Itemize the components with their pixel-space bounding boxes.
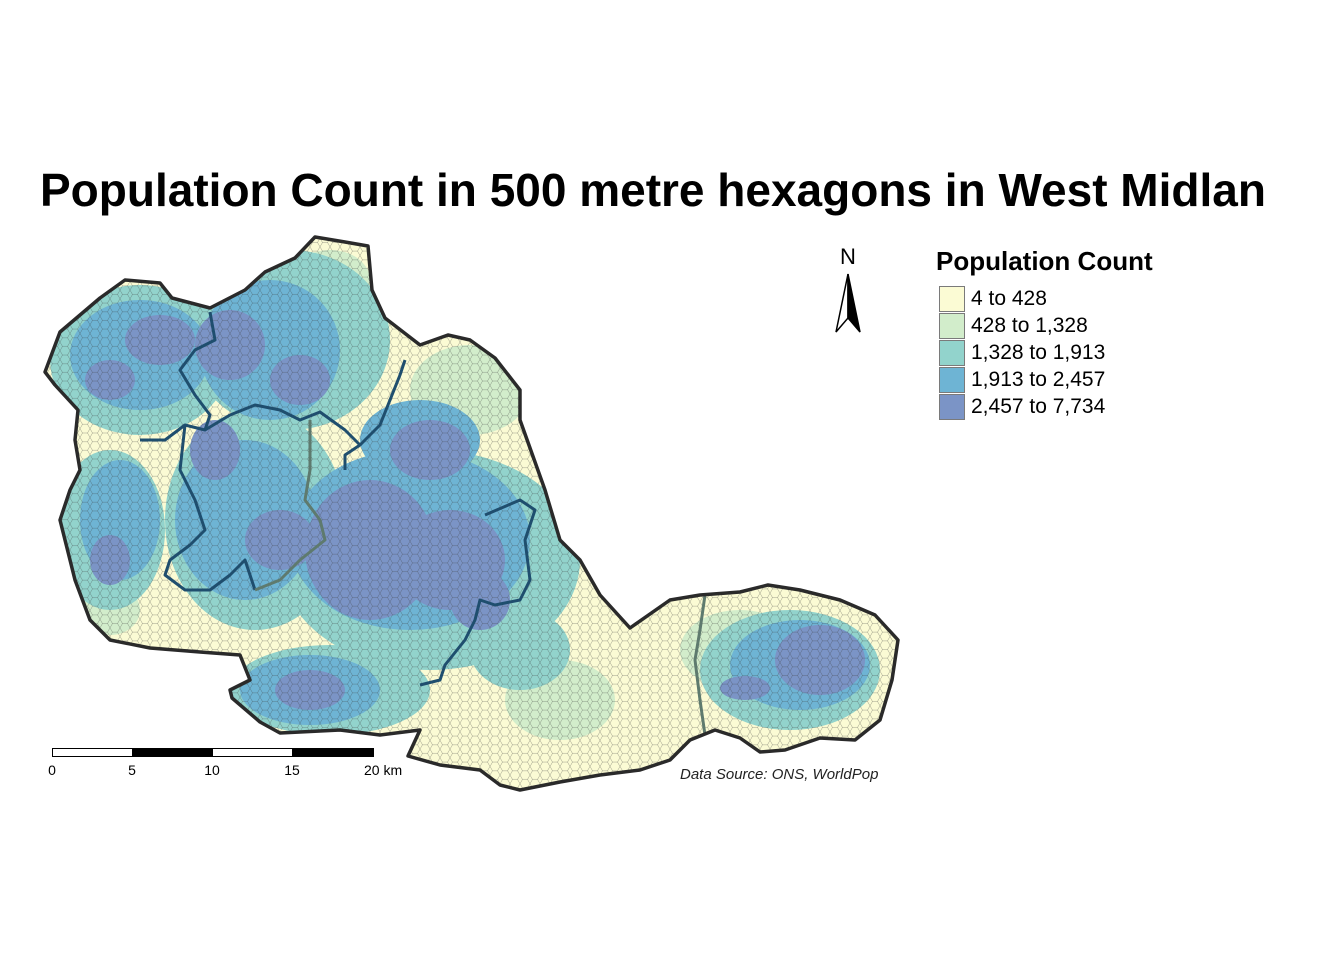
north-arrow-icon [835,273,861,333]
legend-label: 428 to 1,328 [971,313,1088,337]
scale-segment [52,748,133,757]
map-legend: Population Count 4 to 428 428 to 1,328 1… [936,246,1153,420]
legend-item: 2,457 to 7,734 [936,393,1153,420]
scale-bar: 0 5 10 15 20 km [44,744,424,784]
legend-swatch [939,366,965,393]
legend-item: 1,913 to 2,457 [936,366,1153,393]
map-title: Population Count in 500 metre hexagons i… [40,164,1266,216]
region-outline [43,235,900,792]
population-hexagons [45,237,898,790]
scale-tick-label: 20 km [364,762,403,778]
scale-tick-label: 0 [48,762,56,778]
legend-label: 4 to 428 [971,286,1047,310]
data-source-credits: Data Source: ONS, WorldPop [680,766,879,783]
scale-segment [132,748,213,757]
legend-item: 428 to 1,328 [936,312,1153,339]
legend-swatch [939,393,965,420]
scale-segment [292,748,374,757]
scale-tick-label: 5 [128,762,136,778]
legend-item: 4 to 428 [936,285,1153,312]
legend-swatch [939,312,965,339]
legend-label: 2,457 to 7,734 [971,394,1106,418]
scale-segment [212,748,293,757]
legend-title: Population Count [936,246,1153,276]
legend-label: 1,913 to 2,457 [971,367,1106,391]
north-arrow: N [828,244,868,340]
scale-tick-label: 10 [204,762,220,778]
legend-swatch [939,339,965,366]
scale-tick-label: 15 [284,762,300,778]
district-boundaries [140,311,707,736]
legend-item: 1,328 to 1,913 [936,339,1153,366]
legend-swatch [939,285,965,312]
north-arrow-label: N [840,244,856,269]
legend-label: 1,328 to 1,913 [971,340,1106,364]
